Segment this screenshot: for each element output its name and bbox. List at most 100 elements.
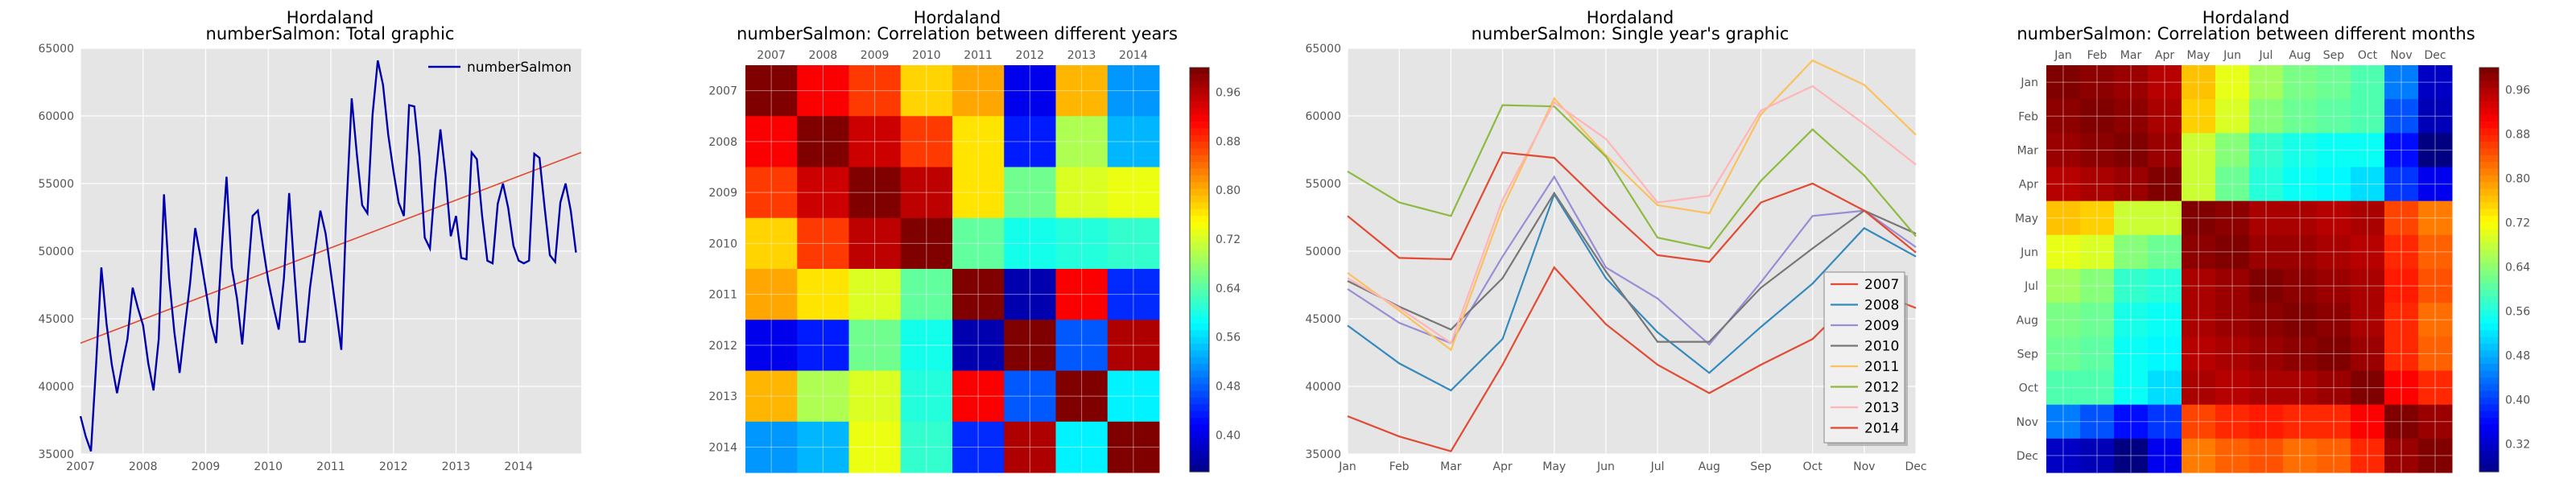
chart-year-corr-colorbar-tick-label: 0.40 [1216, 429, 1241, 442]
y-tick-label: 50000 [38, 246, 74, 258]
chart-month-corr-x-tick-label: Jan [2054, 49, 2072, 62]
chart-month-corr-cell [2215, 167, 2250, 202]
chart-year-corr-cell [1004, 370, 1056, 423]
chart-month-corr-cell [2148, 303, 2182, 337]
chart-year-corr-cell [1004, 320, 1056, 371]
chart-year-corr-cell [900, 269, 953, 320]
chart-month-corr-colorbar-segment [2479, 242, 2499, 250]
chart-month-corr-cell [2182, 404, 2216, 440]
chart-month-corr-x-tick-label: Oct [2358, 49, 2378, 62]
chart-year-corr-cell [1004, 116, 1056, 167]
chart-month-corr-cell [2114, 167, 2149, 202]
chart-month-corr-cell [2351, 200, 2385, 236]
chart-month-corr-colorbar-segment [2479, 208, 2499, 217]
chart-month-corr-colorbar-segment [2479, 330, 2499, 338]
chart-month-corr-cell [2215, 370, 2250, 406]
y-tick-label: 65000 [1305, 43, 1341, 56]
chart-month-corr-cell [2283, 99, 2318, 134]
chart-month-corr-cell [2148, 167, 2182, 202]
chart-month-corr-cell [2080, 234, 2115, 270]
chart-month-corr-colorbar-segment [2479, 101, 2499, 109]
chart-year-corr-colorbar-segment [1190, 262, 1209, 270]
chart-year-corr-cell [745, 116, 798, 167]
series-line-2010 [1347, 191, 1917, 343]
y-tick-label: 40000 [38, 381, 74, 394]
chart-year-corr-colorbar-tick-label: 0.72 [1216, 233, 1241, 246]
chart-month-corr-colorbar-segment [2479, 451, 2499, 459]
chart-year-corr-y-tick-label: 2010 [708, 237, 737, 250]
chart-month-corr-colorbar-tick-label: 0.88 [2505, 129, 2530, 142]
y-tick-label: 35000 [1305, 448, 1341, 461]
chart-year-corr-y-tick-label: 2013 [708, 390, 737, 403]
chart-year-corr-colorbar-segment [1190, 68, 1209, 75]
chart-month-corr-colorbar-tick-label: 0.56 [2505, 306, 2530, 319]
chart-month-corr-colorbar-segment [2479, 303, 2499, 311]
chart-month-corr-cell [2148, 133, 2182, 167]
chart-month-corr-cell [2080, 65, 2115, 100]
chart-year-corr-cell [1107, 217, 1160, 270]
chart-month-corr-x-tick-label: Aug [2289, 49, 2310, 62]
chart-month-corr-cell [2317, 404, 2351, 440]
chart-month-corr-y-tick-label: Aug [2017, 314, 2038, 327]
chart-month-corr-cell [2215, 303, 2250, 337]
chart-month-corr-cell [2384, 200, 2419, 236]
chart-year-corr-colorbar-segment [1190, 424, 1209, 432]
chart-month-corr-cell [2249, 370, 2284, 406]
chart-year-corr-cell [952, 217, 1005, 270]
chart-month-corr-colorbar-segment [2479, 270, 2499, 277]
chart-year-corr-colorbar-segment [1190, 94, 1209, 102]
chart-month-corr-colorbar-segment [2479, 336, 2499, 345]
chart-year-corr-colorbar-segment [1190, 74, 1209, 82]
chart-year-corr-colorbar-segment [1190, 323, 1209, 331]
chart-month-corr-colorbar-segment [2479, 148, 2499, 156]
chart-year-corr-colorbar-segment [1190, 208, 1209, 217]
chart-year-corr-y-tick-label: 2008 [708, 136, 737, 149]
chart-month-corr-cell [2418, 269, 2453, 303]
chart-year-corr-colorbar-segment [1190, 168, 1209, 176]
chart-month-corr-x-tick-label: Nov [2390, 49, 2412, 62]
chart-month-corr-colorbar-segment [2479, 94, 2499, 102]
y-tick-label: 65000 [38, 43, 74, 56]
chart-month-corr-cell [2114, 65, 2149, 100]
chart-month-corr-cell [2384, 167, 2419, 202]
chart-month-corr-cell [2384, 370, 2419, 406]
chart-month-corr-colorbar-segment [2479, 80, 2499, 89]
chart-year-corr-cell [1107, 421, 1160, 473]
chart-year-corr-colorbar-segment [1190, 290, 1209, 298]
chart-month-corr-cell [2182, 167, 2216, 202]
chart-year-corr-cell [1055, 217, 1108, 270]
chart-month-corr-cell [2215, 404, 2250, 440]
chart-month-corr-colorbar-segment [2479, 464, 2499, 473]
chart-month-corr-cell [2114, 99, 2149, 134]
chart-month-corr-cell [2317, 65, 2351, 100]
chart-month-corr-cell [2080, 336, 2115, 371]
chart-total-subtitle: numberSalmon: Total graphic [206, 24, 455, 43]
chart-year-corr-cell [900, 370, 953, 423]
chart-month-corr-colorbar-segment [2479, 290, 2499, 298]
chart-month-corr-cell [2249, 438, 2284, 473]
y-tick-label: 50000 [1305, 246, 1341, 258]
legend-label-numberSalmon: numberSalmon [467, 60, 572, 76]
chart-year-corr-cell [797, 269, 849, 320]
chart-month-corr-colorbar-segment [2479, 128, 2499, 136]
chart-month-corr-cell [2182, 234, 2216, 270]
chart-month-corr-cell [2249, 303, 2284, 337]
chart-month-corr-cell [2080, 269, 2115, 303]
chart-year-corr-colorbar-segment [1190, 242, 1209, 250]
chart-month-corr-cell [2215, 99, 2250, 134]
chart-month-corr-cell [2046, 438, 2081, 473]
chart-month-corr-colorbar-segment [2479, 411, 2499, 419]
chart-month-corr-y-tick-label: Nov [2017, 416, 2038, 429]
chart-month-corr-cell [2080, 167, 2115, 202]
chart-year-corr-colorbar-segment [1190, 236, 1209, 244]
chart-year-corr-cell [900, 65, 953, 117]
chart-month-corr-colorbar-segment [2479, 236, 2499, 244]
chart-month-corr-x-tick-label: Jun [2223, 49, 2241, 62]
chart-year-corr-cell [1055, 116, 1108, 167]
chart-year-corr-cell [900, 217, 953, 270]
chart-month-corr-cell [2080, 370, 2115, 406]
chart-month-corr-colorbar-segment [2479, 168, 2499, 176]
chart-month-corr-cell [2351, 269, 2385, 303]
chart-year-corr-y-tick-label: 2012 [708, 340, 737, 353]
chart-year-corr-cell [1107, 116, 1160, 167]
